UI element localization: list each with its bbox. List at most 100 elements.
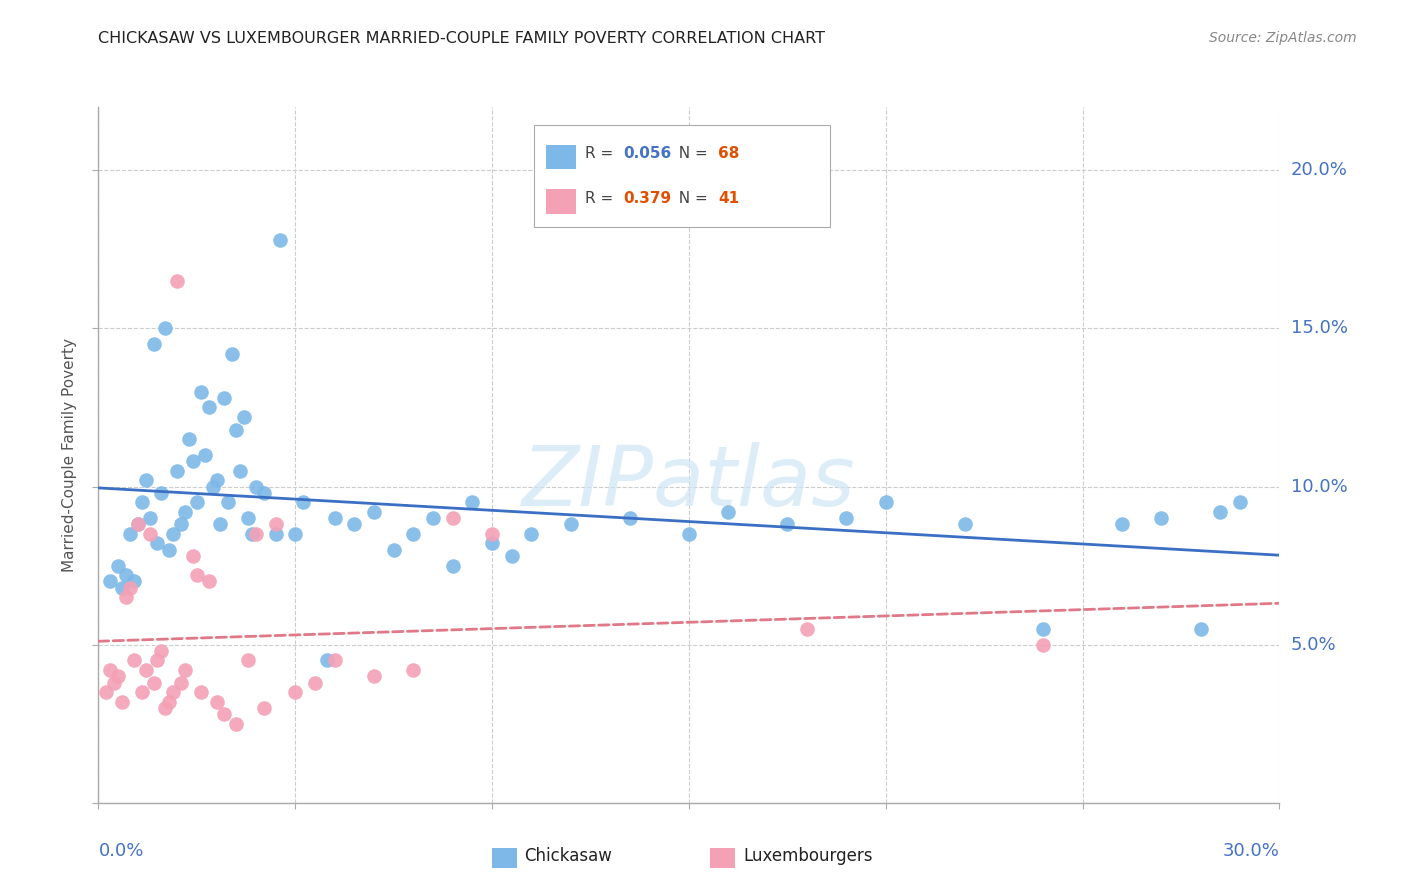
Point (162, 527, 184, 541)
Point (363, 505, 385, 519)
Text: 10.0%: 10.0% (1291, 477, 1347, 496)
Point (157, 542, 180, 557)
Point (619, 511, 641, 525)
Point (197, 574, 219, 589)
Point (131, 685, 153, 699)
Point (174, 663, 197, 677)
Point (166, 464, 188, 478)
Point (186, 568, 208, 582)
Point (205, 695, 228, 709)
Point (236, 511, 259, 525)
Point (209, 517, 232, 532)
Point (190, 384, 212, 399)
Text: 0.0%: 0.0% (98, 842, 143, 860)
Point (111, 581, 134, 595)
Text: 30.0%: 30.0% (1223, 842, 1279, 860)
Text: 5.0%: 5.0% (1291, 636, 1336, 654)
Point (481, 527, 503, 541)
Point (875, 495, 897, 509)
Point (253, 701, 276, 715)
Point (190, 685, 212, 699)
Point (107, 669, 129, 683)
Point (205, 473, 228, 487)
Point (111, 695, 134, 709)
Point (678, 527, 700, 541)
Point (402, 527, 425, 541)
Point (284, 685, 307, 699)
Point (138, 511, 160, 525)
Point (520, 527, 543, 541)
Text: 15.0%: 15.0% (1291, 319, 1347, 337)
Point (162, 685, 184, 699)
Point (245, 479, 267, 493)
Point (229, 464, 252, 478)
Point (194, 448, 217, 462)
Point (181, 549, 204, 563)
Point (1032, 638, 1054, 652)
Point (461, 495, 484, 509)
Point (233, 409, 256, 424)
Text: ZIPatlas: ZIPatlas (522, 442, 856, 524)
Point (1032, 622, 1054, 636)
Point (98, 663, 121, 677)
Text: R =: R = (585, 191, 619, 205)
Point (225, 716, 247, 731)
Point (776, 517, 799, 532)
Point (501, 549, 523, 563)
Point (560, 517, 582, 532)
Point (170, 517, 193, 532)
Point (122, 574, 145, 589)
Point (115, 591, 138, 605)
Point (441, 511, 464, 525)
Point (225, 423, 247, 437)
Point (142, 337, 165, 351)
Point (1229, 495, 1251, 509)
Point (264, 527, 287, 541)
Point (221, 347, 243, 361)
Point (269, 233, 291, 247)
Point (343, 517, 366, 532)
Point (835, 511, 858, 525)
Text: 41: 41 (718, 191, 740, 205)
Point (315, 653, 337, 667)
Point (253, 486, 276, 500)
Point (1111, 517, 1133, 532)
Point (127, 517, 149, 532)
Text: R =: R = (585, 146, 619, 161)
Point (127, 517, 149, 532)
Point (118, 527, 141, 541)
Point (717, 505, 740, 519)
Point (157, 695, 180, 709)
Point (304, 675, 326, 690)
Point (197, 401, 219, 415)
Point (953, 517, 976, 532)
Point (115, 568, 138, 582)
Text: N =: N = (669, 146, 713, 161)
Text: 0.379: 0.379 (623, 191, 671, 205)
Point (796, 622, 818, 636)
Point (201, 479, 224, 493)
Point (240, 527, 263, 541)
Point (138, 527, 160, 541)
Point (363, 669, 385, 683)
Text: Chickasaw: Chickasaw (524, 847, 613, 865)
Point (323, 653, 346, 667)
Point (166, 274, 188, 288)
Text: Luxembourgers: Luxembourgers (744, 847, 873, 865)
Point (177, 432, 200, 446)
Point (292, 495, 315, 509)
Point (1189, 622, 1212, 636)
Point (323, 511, 346, 525)
Point (146, 536, 169, 550)
Point (107, 558, 129, 573)
Text: 68: 68 (718, 146, 740, 161)
Point (186, 495, 208, 509)
Point (150, 644, 173, 658)
Point (146, 653, 169, 667)
Point (481, 536, 503, 550)
Point (155, 321, 177, 335)
Point (170, 675, 193, 690)
Text: 20.0%: 20.0% (1291, 161, 1347, 179)
Point (98, 574, 121, 589)
Point (214, 391, 236, 405)
